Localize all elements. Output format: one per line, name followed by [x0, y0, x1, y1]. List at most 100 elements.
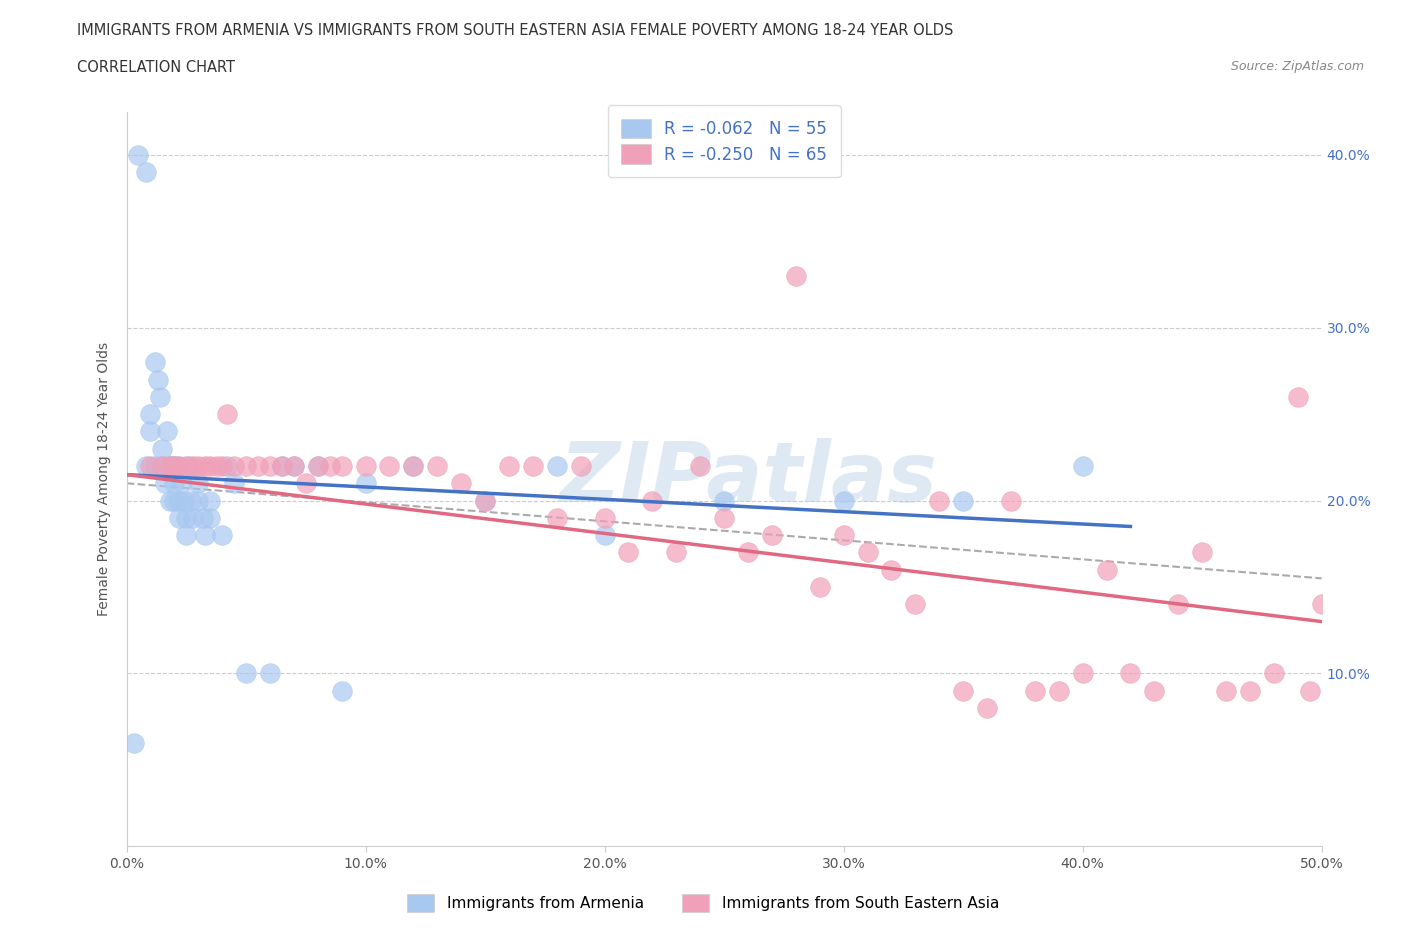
- Point: [153, 476, 176, 491]
- Point: [1071, 458, 1094, 473]
- Text: CORRELATION CHART: CORRELATION CHART: [77, 60, 235, 75]
- Point: [149, 390, 172, 405]
- Point: [641, 493, 664, 508]
- Point: [593, 527, 616, 542]
- Point: [177, 458, 200, 473]
- Point: [1047, 684, 1070, 698]
- Point: [187, 476, 209, 491]
- Point: [1095, 563, 1118, 578]
- Point: [569, 458, 592, 473]
- Point: [159, 493, 181, 508]
- Point: [785, 269, 807, 284]
- Point: [215, 458, 238, 473]
- Point: [167, 458, 190, 473]
- Point: [270, 458, 294, 473]
- Point: [143, 355, 166, 370]
- Point: [135, 165, 157, 179]
- Point: [832, 493, 855, 508]
- Point: [1143, 684, 1166, 698]
- Text: ZIPatlas: ZIPatlas: [560, 438, 936, 520]
- Y-axis label: Female Poverty Among 18-24 Year Olds: Female Poverty Among 18-24 Year Olds: [97, 342, 111, 616]
- Point: [139, 458, 162, 473]
- Point: [139, 406, 162, 421]
- Point: [617, 545, 640, 560]
- Point: [928, 493, 950, 508]
- Point: [318, 458, 342, 473]
- Point: [283, 458, 305, 473]
- Point: [546, 511, 568, 525]
- Point: [150, 458, 174, 473]
- Point: [1310, 597, 1333, 612]
- Point: [153, 458, 176, 473]
- Point: [1071, 666, 1094, 681]
- Point: [498, 458, 520, 473]
- Point: [194, 527, 217, 542]
- Point: [235, 458, 257, 473]
- Point: [761, 527, 783, 542]
- Point: [183, 458, 205, 473]
- Point: [832, 527, 855, 542]
- Point: [174, 527, 197, 542]
- Point: [166, 458, 188, 473]
- Point: [247, 458, 270, 473]
- Point: [143, 458, 166, 473]
- Point: [665, 545, 688, 560]
- Point: [976, 700, 998, 715]
- Point: [163, 476, 186, 491]
- Point: [183, 511, 205, 525]
- Point: [1298, 684, 1320, 698]
- Point: [180, 493, 202, 508]
- Point: [187, 458, 209, 473]
- Point: [167, 511, 190, 525]
- Point: [163, 458, 186, 473]
- Point: [159, 458, 181, 473]
- Point: [952, 684, 974, 698]
- Point: [173, 493, 195, 508]
- Point: [150, 458, 174, 473]
- Legend: Immigrants from Armenia, Immigrants from South Eastern Asia: Immigrants from Armenia, Immigrants from…: [401, 888, 1005, 918]
- Point: [163, 493, 186, 508]
- Point: [259, 666, 281, 681]
- Point: [215, 406, 238, 421]
- Point: [402, 458, 425, 473]
- Point: [222, 476, 246, 491]
- Point: [426, 458, 449, 473]
- Point: [546, 458, 568, 473]
- Point: [378, 458, 401, 473]
- Point: [146, 372, 169, 387]
- Point: [330, 458, 353, 473]
- Point: [713, 511, 735, 525]
- Point: [737, 545, 759, 560]
- Point: [167, 493, 190, 508]
- Point: [474, 493, 496, 508]
- Point: [194, 458, 217, 473]
- Point: [1286, 390, 1309, 405]
- Point: [211, 527, 233, 542]
- Point: [1000, 493, 1022, 508]
- Point: [952, 493, 974, 508]
- Point: [191, 511, 214, 525]
- Point: [259, 458, 281, 473]
- Point: [474, 493, 496, 508]
- Point: [713, 493, 735, 508]
- Point: [294, 476, 316, 491]
- Legend: R = -0.062   N = 55, R = -0.250   N = 65: R = -0.062 N = 55, R = -0.250 N = 65: [607, 105, 841, 177]
- Point: [159, 458, 181, 473]
- Point: [170, 476, 193, 491]
- Point: [174, 511, 197, 525]
- Point: [330, 684, 353, 698]
- Point: [150, 441, 174, 456]
- Text: IMMIGRANTS FROM ARMENIA VS IMMIGRANTS FROM SOUTH EASTERN ASIA FEMALE POVERTY AMO: IMMIGRANTS FROM ARMENIA VS IMMIGRANTS FR…: [77, 23, 953, 38]
- Point: [307, 458, 329, 473]
- Point: [354, 476, 377, 491]
- Point: [856, 545, 879, 560]
- Point: [200, 511, 222, 525]
- Point: [270, 458, 294, 473]
- Point: [1263, 666, 1285, 681]
- Point: [174, 458, 197, 473]
- Point: [211, 458, 233, 473]
- Point: [122, 735, 145, 750]
- Point: [522, 458, 544, 473]
- Point: [163, 458, 186, 473]
- Point: [689, 458, 711, 473]
